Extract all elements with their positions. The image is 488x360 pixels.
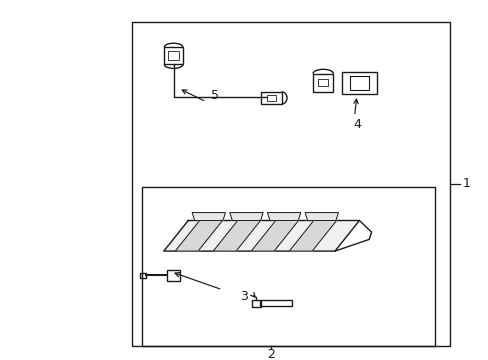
Polygon shape xyxy=(267,212,300,220)
Bar xyxy=(132,22,449,346)
Bar xyxy=(168,51,178,60)
Polygon shape xyxy=(229,212,263,220)
Bar xyxy=(260,300,291,306)
Polygon shape xyxy=(163,220,359,251)
Bar xyxy=(312,74,333,92)
Polygon shape xyxy=(175,220,222,251)
Text: 2: 2 xyxy=(267,348,275,360)
Text: 5: 5 xyxy=(211,89,219,102)
Bar xyxy=(341,72,376,94)
Bar xyxy=(251,300,261,307)
Bar xyxy=(261,92,281,104)
Text: 1: 1 xyxy=(462,177,470,190)
Bar xyxy=(164,47,183,64)
Polygon shape xyxy=(192,212,225,220)
Polygon shape xyxy=(289,220,336,251)
Polygon shape xyxy=(251,220,298,251)
Bar xyxy=(267,95,275,101)
Polygon shape xyxy=(305,212,338,220)
Bar xyxy=(142,187,434,346)
Polygon shape xyxy=(213,220,260,251)
Bar xyxy=(317,79,327,86)
Bar xyxy=(166,270,180,281)
Text: 3: 3 xyxy=(240,291,248,303)
Bar xyxy=(140,273,145,278)
Bar xyxy=(349,76,368,90)
Text: 4: 4 xyxy=(352,118,360,131)
